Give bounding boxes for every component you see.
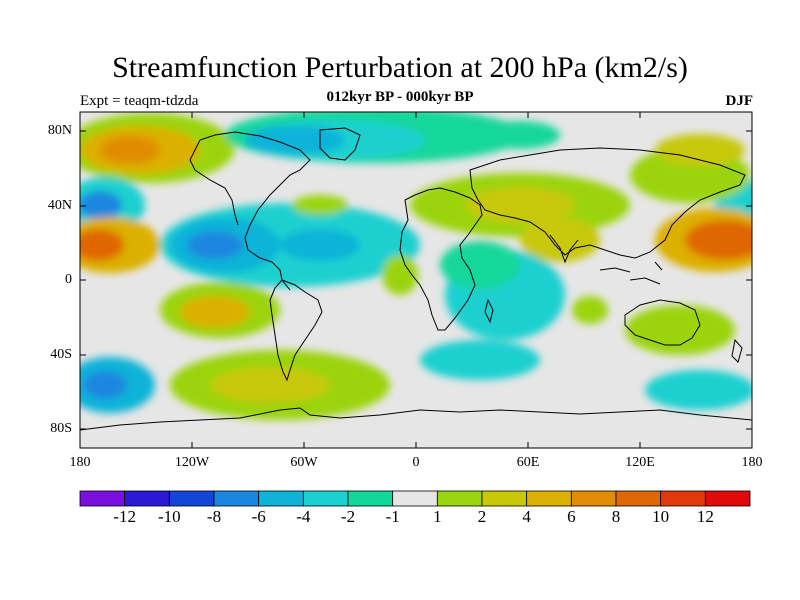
lon-label-60e: 60E [516,455,540,470]
contour-fill [645,370,752,410]
lat-label-40s: 40S [50,347,72,362]
coastline-north-america-west [189,139,239,226]
contour-fill [80,229,124,261]
colorbar-swatch [124,490,170,507]
contour-fill [280,229,360,261]
contour-fill [80,191,122,219]
contour-fill [655,134,745,166]
lat-label-80s: 80S [50,421,72,436]
contour-fill [480,121,560,149]
coastline-south-america [269,279,323,382]
colorbar-swatch [481,490,528,507]
colorbar-swatch [704,490,751,507]
colorbar-swatch [570,490,617,507]
colorbar-swatch [258,490,304,507]
colorbar-swatch [213,490,260,507]
colorbar-swatch [347,490,394,507]
colorbar-label: -4 [296,507,311,526]
lat-label-40n: 40N [47,198,72,213]
coastline-north-america [199,131,311,291]
colorbar-label: 8 [611,507,621,526]
colorbar-label: 1 [433,507,442,526]
coastline-africa-europe [399,187,483,331]
lon-label-180e: 180 [741,455,763,470]
colorbar-label: -1 [385,507,400,526]
coastline-asia [469,147,746,259]
contour-fills [80,112,752,420]
colorbar-swatch [660,490,706,507]
contour-fill [382,255,418,295]
contour-fill [420,340,540,380]
experiment-label: Expt = teaqm-tdzda [80,93,199,109]
colorbar-label: -12 [113,507,136,526]
coastline-india [549,234,579,264]
colorbar-label: 4 [522,507,531,526]
lat-label-eq: 0 [65,272,72,287]
colorbar-label: -10 [157,507,181,526]
colorbar-swatch [79,490,126,507]
lon-label-0: 0 [412,455,420,470]
coastlines [80,127,752,431]
colorbar-label: 12 [696,507,714,526]
colorbar-swatch [392,490,438,507]
coastline-australia [624,299,701,346]
contour-fill [572,296,608,324]
colorbar-swatch [168,490,215,507]
lon-label-120e: 120E [625,455,655,470]
contour-fill [83,371,127,399]
colorbar-swatch [302,490,349,507]
contour-fill [465,187,575,223]
coastline-madagascar [484,298,494,324]
lat-ticks [80,130,752,430]
contour-fill [685,220,752,260]
contour-fill [625,305,735,355]
contour-fill [187,231,243,259]
colorbar-label: -2 [340,507,356,526]
colorbar-label: 6 [567,507,576,526]
colorbar-swatch [526,490,572,507]
plot-subtitle: 012kyr BP - 000kyr BP [326,89,474,105]
season-label: DJF [725,93,754,109]
coastline-new-zealand [731,338,743,363]
contour-fill [440,241,520,289]
lon-ticks [79,112,753,448]
contour-fill [292,195,348,215]
colorbar-swatch [615,490,662,507]
coastline-antarctica [80,407,752,431]
coastline-maritime-continent [599,261,663,285]
lon-label-120w: 120W [174,455,210,470]
coastline-greenland [319,127,361,161]
colorbar-swatch [436,490,483,507]
contour-fill [210,367,330,403]
plot-title: Streamfunction Perturbation at 200 hPa (… [112,51,688,84]
contour-fill [180,296,250,328]
colorbar-label: -8 [206,507,222,526]
colorbar [79,490,751,507]
contour-fill [100,136,160,164]
colorbar-label: -6 [251,507,266,526]
lon-label-60w: 60W [290,455,318,470]
colorbar-label: 10 [652,507,670,526]
lat-label-80n: 80N [47,123,72,138]
lon-label-180w: 180 [69,455,91,470]
colorbar-label: 2 [477,507,487,526]
